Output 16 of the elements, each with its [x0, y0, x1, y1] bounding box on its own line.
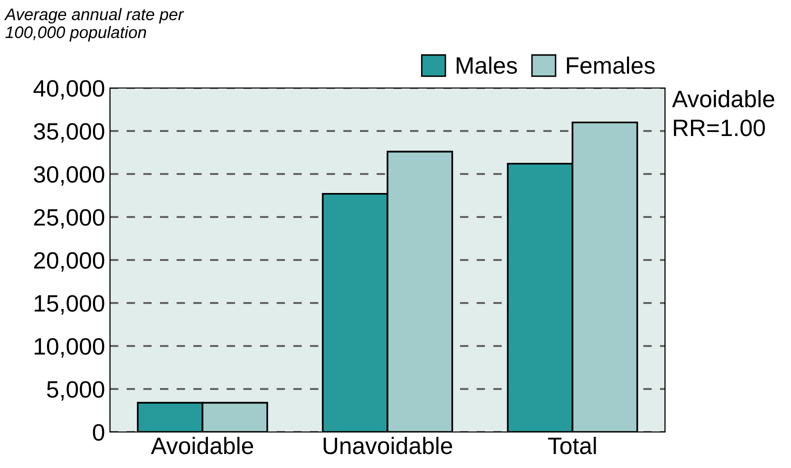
legend-label: Females [566, 56, 655, 74]
y-tick-label: 30,000 [34, 166, 104, 186]
y-axis-title: Average annual rate per 100,000 population [4, 8, 184, 42]
y-tick-label: 25,000 [34, 209, 104, 229]
x-tick-label: Unavoidable [324, 436, 452, 454]
y-tick-label: 40,000 [33, 80, 104, 100]
y-tick-label: 35,000 [34, 123, 104, 143]
y-tick-label: 10,000 [34, 338, 104, 358]
legend-label: Males [456, 56, 517, 74]
x-tick-label: Total [548, 436, 596, 454]
y-tick-label: 5,000 [47, 381, 104, 401]
y-tick-label: 20,000 [34, 252, 104, 272]
x-tick-label: Avoidable [150, 436, 254, 454]
y-tick-label: 0 [92, 424, 104, 441]
y-tick-label: 15,000 [34, 295, 104, 315]
text: Avoidable RR=1.00 [672, 90, 774, 136]
